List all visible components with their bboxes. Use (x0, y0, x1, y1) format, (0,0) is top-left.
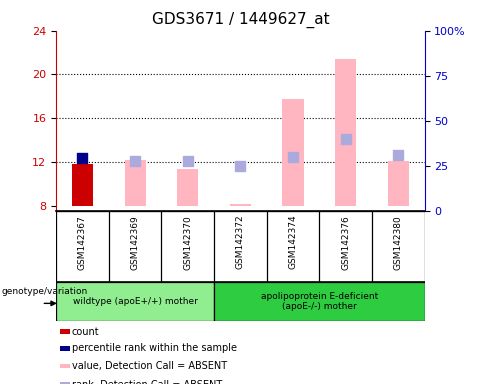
Point (184, 158, 192, 164)
Text: GSM142369: GSM142369 (131, 215, 140, 270)
Title: GDS3671 / 1449627_at: GDS3671 / 1449627_at (152, 12, 329, 28)
Text: GSM142372: GSM142372 (236, 215, 245, 270)
Bar (60, 382, 70, 384)
Point (237, 163, 244, 169)
Text: genotype/variation: genotype/variation (1, 287, 87, 296)
Text: apolipoprotein E-deficient
(apoE-/-) mother: apolipoprotein E-deficient (apoE-/-) mot… (261, 292, 378, 311)
Point (342, 136, 349, 142)
Text: GSM142380: GSM142380 (394, 215, 403, 270)
Bar (60, 364, 70, 368)
Text: wildtype (apoE+/+) mother: wildtype (apoE+/+) mother (73, 297, 198, 306)
Bar (283, 99, 304, 206)
Point (79, 154, 86, 161)
Bar (72, 164, 93, 206)
Text: value, Detection Call = ABSENT: value, Detection Call = ABSENT (72, 361, 227, 371)
Text: GSM142376: GSM142376 (341, 215, 350, 270)
Bar (214, 282, 425, 321)
Bar (177, 169, 198, 206)
Point (289, 154, 297, 160)
Point (131, 158, 139, 164)
Text: rank, Detection Call = ABSENT: rank, Detection Call = ABSENT (72, 380, 222, 384)
Text: percentile rank within the sample: percentile rank within the sample (72, 343, 237, 353)
Point (394, 152, 402, 159)
Bar (60, 329, 70, 334)
Bar (56, 282, 214, 321)
Bar (230, 204, 251, 206)
Bar (335, 59, 356, 206)
Text: count: count (72, 326, 100, 337)
Text: GSM142370: GSM142370 (183, 215, 192, 270)
Bar (60, 346, 70, 351)
Bar (388, 161, 409, 206)
Text: GSM142374: GSM142374 (288, 215, 298, 270)
Text: GSM142367: GSM142367 (78, 215, 87, 270)
Bar (124, 160, 145, 206)
